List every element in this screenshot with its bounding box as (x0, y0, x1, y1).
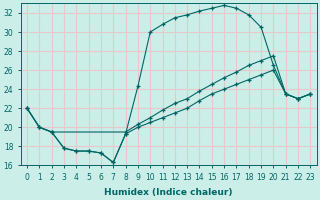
X-axis label: Humidex (Indice chaleur): Humidex (Indice chaleur) (104, 188, 233, 197)
